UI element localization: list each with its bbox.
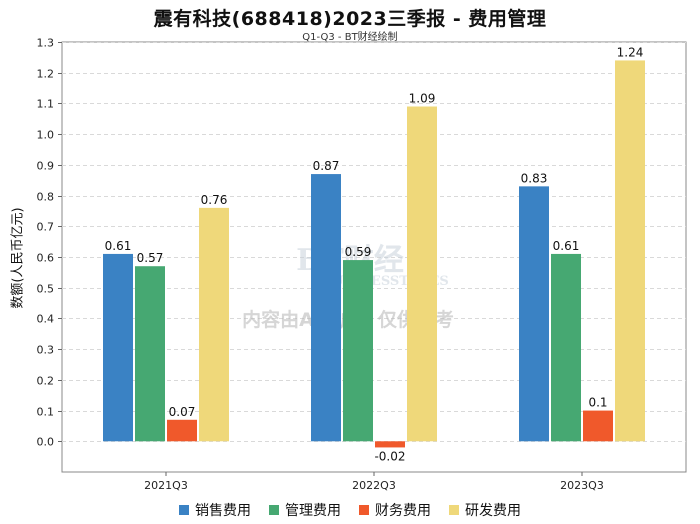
y-tick-label: 1.3 [37, 37, 55, 50]
chart-title: 震有科技(688418)2023三季报 - 费用管理 [153, 8, 547, 30]
legend-item-admin[interactable]: 管理费用 [269, 500, 341, 520]
legend-swatch-admin [269, 505, 279, 515]
data-label: -0.02 [374, 449, 405, 463]
bar-2-1 [375, 441, 405, 448]
chart-subtitle: Q1-Q3 - BT财经绘制 [302, 32, 398, 43]
bar-0-2 [519, 186, 549, 442]
y-tick-label: 1.2 [37, 68, 55, 81]
data-label: 0.76 [201, 193, 228, 207]
legend-swatch-finance [359, 505, 369, 515]
legend-swatch-sales [179, 505, 189, 515]
y-tick-label: 1.0 [37, 129, 55, 142]
bar-1-1 [343, 260, 373, 442]
bar-3-2 [615, 60, 645, 442]
y-tick-label: 0.9 [37, 160, 55, 173]
y-tick-label: 0.7 [37, 221, 55, 234]
legend-item-rnd[interactable]: 研发费用 [449, 500, 521, 520]
bar-3-1 [407, 106, 437, 442]
x-tick-label: 2023Q3 [560, 479, 604, 492]
y-tick-label: 0.2 [37, 375, 55, 388]
legend-swatch-rnd [449, 505, 459, 515]
data-label: 0.59 [345, 245, 372, 259]
data-label: 0.61 [553, 239, 580, 253]
bar-2-2 [583, 410, 613, 442]
y-tick-label: 0.6 [37, 252, 55, 265]
data-label: 1.09 [409, 92, 436, 106]
y-tick-label: 0.3 [37, 344, 55, 357]
bar-1-0 [135, 266, 165, 442]
legend-label-rnd: 研发费用 [465, 503, 521, 519]
y-tick-label: 1.1 [37, 98, 55, 111]
y-tick-label: 0.4 [37, 313, 55, 326]
legend-item-sales[interactable]: 销售费用 [179, 500, 251, 520]
data-label: 0.61 [105, 239, 132, 253]
legend-label-sales: 销售费用 [195, 503, 251, 519]
data-label: 0.83 [521, 171, 548, 185]
y-tick-label: 0.1 [37, 406, 55, 419]
y-tick-label: 0.5 [37, 283, 55, 296]
data-label: 0.87 [313, 159, 340, 173]
y-tick-label: 0.0 [37, 436, 55, 449]
legend-label-finance: 财务费用 [375, 503, 431, 519]
x-tick-label: 2021Q3 [144, 479, 188, 492]
legend-label-admin: 管理费用 [285, 503, 341, 519]
bar-3-0 [199, 207, 229, 442]
x-tick-label: 2022Q3 [352, 479, 396, 492]
data-label: 0.1 [588, 396, 607, 410]
bar-0-0 [103, 253, 133, 442]
data-label: 1.24 [617, 45, 644, 59]
bar-2-0 [167, 419, 197, 442]
legend-item-finance[interactable]: 财务费用 [359, 500, 431, 520]
legend: 销售费用 管理费用 财务费用 研发费用 [0, 500, 700, 520]
data-label: 0.07 [169, 405, 196, 419]
bar-1-2 [551, 253, 581, 442]
bar-0-1 [311, 174, 341, 442]
data-label: 0.57 [137, 251, 164, 265]
y-tick-label: 0.8 [37, 191, 55, 204]
